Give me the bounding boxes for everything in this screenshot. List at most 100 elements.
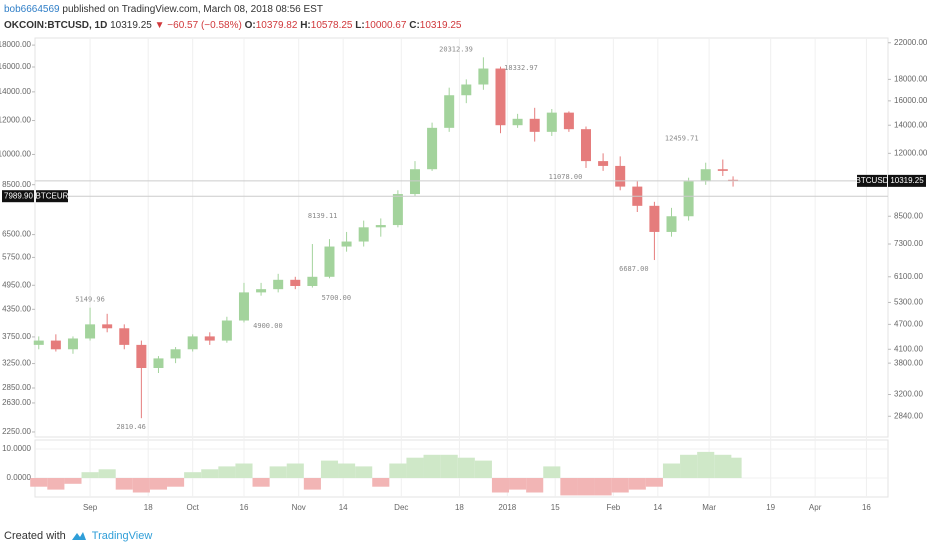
chart: Sep 18 Oct 16 Nov 14 Dec 18 2018 15 Feb 14 Mar 19 Apr 1… (0, 37, 928, 512)
price-annotation: 6687.00 (619, 265, 649, 273)
candle-body (85, 324, 96, 339)
osc-bar (423, 454, 441, 478)
y2-tick-label: 8500.00 (2, 180, 31, 189)
y-tick-label: 5300.00 (894, 298, 923, 307)
tag-value: 10319.25 (890, 176, 924, 185)
price-annotation: 8139.11 (308, 212, 338, 220)
x-tick-label: Sep (83, 503, 98, 512)
osc-bar (457, 457, 475, 478)
price-annotation: 18332.97 (504, 64, 538, 72)
candle-body (409, 169, 420, 195)
ohlc-value: 10319.25 (419, 20, 462, 31)
candle-body (700, 169, 711, 182)
y2-tick-label: 10000.00 (0, 150, 32, 159)
osc-bar (269, 466, 287, 478)
tag-value: 7989.90 (4, 191, 33, 200)
candle-body (563, 112, 574, 130)
osc-bar (167, 478, 185, 487)
tag-box (2, 190, 34, 203)
x-tick-label: 16 (862, 503, 871, 512)
candle-body (324, 246, 335, 277)
candle-body (153, 358, 164, 369)
candle-body (529, 118, 540, 132)
osc-bar (724, 457, 742, 478)
osc-bar (372, 478, 390, 487)
candle-body (598, 161, 609, 166)
brand[interactable]: TradingView (91, 530, 153, 542)
osc-bar (320, 460, 339, 478)
candle-body (204, 336, 215, 341)
candle-body (683, 181, 694, 217)
candle-body (273, 279, 284, 290)
candle-body (580, 129, 591, 162)
candle-body (341, 241, 352, 247)
osc-bar (491, 478, 510, 493)
candle-body (307, 276, 318, 286)
osc-bar (115, 478, 133, 490)
x-tick-label: Oct (186, 503, 199, 512)
osc-bar (30, 478, 48, 487)
tag-name: BTCUSD (856, 176, 889, 185)
y2-tick-label: 3750.00 (2, 332, 31, 341)
x-tick-label: 14 (339, 503, 348, 512)
y2-tick-label: 3250.00 (2, 359, 31, 368)
osc-bar (149, 478, 168, 490)
y-tick-label: 3200.00 (894, 390, 923, 399)
price-annotation: 5149.96 (75, 296, 105, 304)
y-tick-label: 18000.00 (894, 74, 928, 83)
osc-bar (577, 478, 595, 496)
osc-bar (64, 478, 82, 484)
logo (71, 532, 86, 540)
candle-body (375, 225, 386, 228)
y2-tick-label: 4350.00 (2, 304, 31, 313)
y-tick-label: 3800.00 (894, 358, 923, 367)
candle-body (67, 338, 78, 350)
x-tick-label: Nov (292, 503, 306, 512)
pane (34, 37, 889, 438)
osc-bar (611, 478, 629, 493)
y-tick-label: 7300.00 (894, 239, 923, 248)
created: Created with (4, 530, 66, 542)
osc-bar (697, 451, 715, 478)
osc-bar (645, 478, 663, 487)
price-annotation: 20312.39 (439, 45, 473, 53)
x-tick-label: 18 (144, 503, 153, 512)
osc-tick-label: 0.0000 (7, 473, 32, 482)
y-tick-label: 14000.00 (894, 120, 928, 129)
candle-body (444, 95, 455, 128)
x-tick-label: Dec (394, 503, 408, 512)
candle-body (512, 118, 523, 126)
candle-body (427, 127, 438, 170)
y-tick-label: 4700.00 (894, 319, 923, 328)
tag-box (888, 174, 926, 187)
osc-bar (338, 463, 356, 478)
y-tick-label: 16000.00 (894, 96, 928, 105)
osc-bar (218, 466, 236, 478)
change: ▼ −60.57 (−0.58%) (154, 20, 242, 31)
price-annotation: 5700.00 (322, 294, 352, 302)
osc-bar (526, 478, 544, 493)
x-tick-label: 15 (551, 503, 560, 512)
osc-bar (201, 469, 219, 478)
x-tick-label: 19 (766, 503, 775, 512)
osc-bar (303, 478, 321, 490)
osc-bar (81, 472, 99, 478)
candle-body (50, 340, 61, 350)
y2-tick-label: 14000.00 (0, 87, 32, 96)
y-tick-label: 2840.00 (894, 411, 923, 420)
candle-body (187, 336, 198, 350)
ohlc-key: H: (300, 20, 311, 31)
osc-bar (389, 463, 407, 478)
osc-bar (286, 463, 304, 478)
y2-tick-label: 6500.00 (2, 230, 31, 239)
osc-bar (355, 466, 373, 478)
osc-bar (594, 478, 612, 496)
y2-tick-label: 2250.00 (2, 427, 31, 436)
symbol: OKCOIN:BTCUSD, 1D (4, 20, 108, 31)
x-tick-label: Apr (809, 503, 822, 512)
candle-body (119, 328, 130, 345)
author[interactable]: bob6664569 (4, 4, 60, 15)
tag-box (36, 190, 68, 203)
candle-body (221, 320, 232, 341)
candle-body (256, 289, 267, 293)
